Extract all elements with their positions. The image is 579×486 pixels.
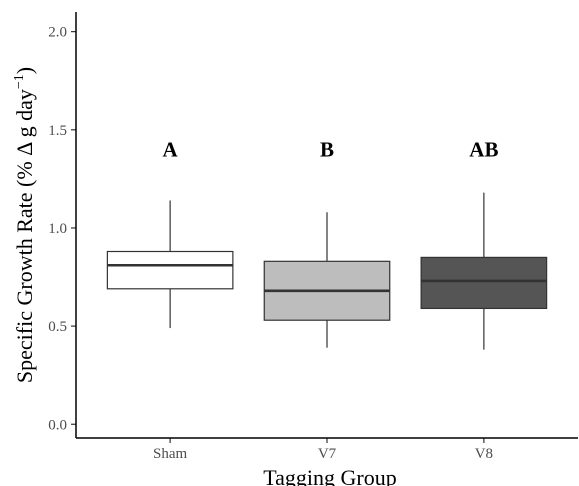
y-axis-title: Specific Growth Rate (% Δ g day−1): [12, 67, 37, 383]
y-tick-label: 2.0: [48, 25, 67, 41]
box-v8: [420, 192, 548, 350]
iqr-box: [106, 250, 234, 290]
y-tick-label: 1.0: [48, 221, 67, 237]
y-tick-label: 0.5: [48, 319, 67, 335]
x-axis-title: Tagging Group: [263, 465, 397, 486]
y-axis-title-close: ): [12, 67, 37, 74]
group-letter-v7: B: [320, 137, 334, 161]
y-axis-ticks: 0.0 0.5 1.0 1.5 2.0: [48, 25, 76, 433]
boxes: [106, 192, 548, 350]
y-tick-label: 1.5: [48, 123, 67, 139]
box-sham: [106, 200, 234, 329]
group-letter-sham: A: [163, 137, 179, 161]
x-axis-ticks: Sham V7 V8: [153, 438, 493, 462]
y-axis-title-exponent: −1: [12, 74, 27, 89]
group-letter-v8: AB: [469, 137, 498, 161]
y-tick-label: 0.0: [48, 417, 67, 433]
box-v7: [263, 212, 391, 348]
x-tick-label: V7: [318, 446, 337, 462]
x-tick-label: V8: [475, 446, 493, 462]
group-letters: A B AB: [163, 137, 499, 161]
x-tick-label: Sham: [153, 446, 188, 462]
iqr-box: [420, 256, 548, 310]
y-axis-title-main: Specific Growth Rate (% Δ g day: [12, 89, 37, 383]
